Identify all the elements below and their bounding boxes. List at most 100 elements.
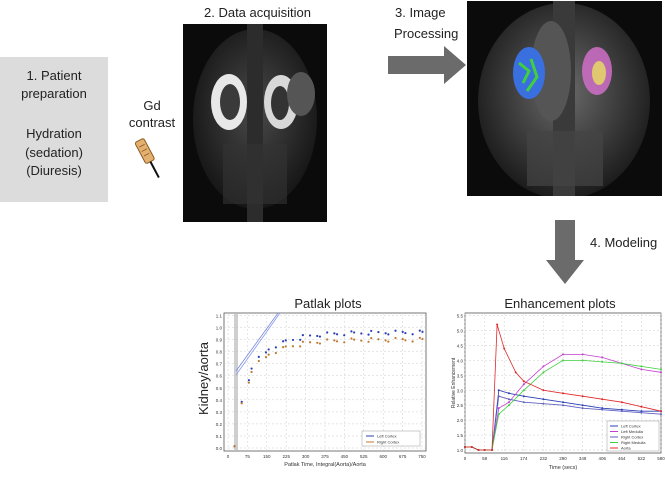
enh-legend-entry: Aorta <box>621 446 631 451</box>
enh-series-aorta-point <box>522 380 525 383</box>
patlak-point-right-cortex <box>353 338 356 341</box>
enh-series-right-medulla-point <box>640 365 643 368</box>
patlak-xtick-label: 525 <box>360 454 368 459</box>
enh-series-right-cortex-point <box>497 395 500 398</box>
patlak-point-right-cortex <box>257 359 260 363</box>
enh-series-right-medulla-point <box>581 359 584 362</box>
patlak-point-right-cortex <box>233 445 236 448</box>
enh-series-right-cortex-point <box>507 398 510 401</box>
patlak-point-right-cortex <box>367 340 370 343</box>
enh-series-left-cortex-point <box>507 392 510 395</box>
patlak-xtick-label: 600 <box>379 454 387 459</box>
patlak-title: Patlak plots <box>294 296 362 311</box>
enh-series-aorta-point <box>562 392 564 395</box>
mri-acquisition-image <box>183 24 327 222</box>
enh-series-right-medulla-point <box>542 371 545 374</box>
patlak-point-right-cortex <box>274 351 277 355</box>
enh-ytick-label: 2.0 <box>457 418 464 423</box>
patlak-point-left-cortex <box>404 331 407 335</box>
enh-series-right-medulla-point <box>497 413 500 416</box>
patlak-point-right-cortex <box>401 338 404 341</box>
patient-preparation-box: 1. Patient preparation Hydration (sedati… <box>0 57 108 202</box>
patlak-ytick-label: 0.3 <box>216 410 223 415</box>
modeling-label: 4. Modeling <box>590 235 658 250</box>
patlak-xtick-label: 150 <box>263 454 271 459</box>
patlak-point-left-cortex <box>370 329 373 333</box>
patlak-point-right-cortex <box>326 338 329 341</box>
patlak-point-right-cortex <box>318 342 322 345</box>
enh-ytick-label: 4.5 <box>457 343 464 348</box>
enh-series-aorta-line <box>465 324 662 451</box>
enh-ytick-label: 5.0 <box>457 329 464 334</box>
enh-xtick-label: 522 <box>638 456 646 461</box>
enh-series-aorta-point <box>464 446 466 449</box>
enh-xlabel: Time (secs) <box>549 465 578 471</box>
patlak-point-left-cortex <box>299 338 302 341</box>
patlak-point-right-cortex <box>377 338 380 341</box>
enh-series-left-cortex-point <box>562 401 564 404</box>
patlak-xtick-label: 75 <box>245 454 251 459</box>
enh-series-aorta-point <box>581 395 584 398</box>
patlak-point-left-cortex <box>247 379 250 382</box>
patlak-point-right-cortex <box>333 339 336 342</box>
patlak-point-right-cortex <box>291 345 295 348</box>
patlak-point-left-cortex <box>377 330 380 334</box>
enh-series-right-medulla-point <box>522 389 525 392</box>
enh-series-left-medulla-point <box>581 353 584 356</box>
enh-series-left-medulla-point <box>507 401 510 404</box>
patlak-point-left-cortex <box>411 333 414 336</box>
enh-series-right-cortex-point <box>562 404 564 407</box>
enh-series-right-medulla-point <box>507 404 510 407</box>
enh-series-right-medulla-point <box>620 362 623 365</box>
patlak-point-right-cortex <box>335 340 339 343</box>
patlak-point-right-cortex <box>418 336 421 339</box>
patlak-ytick-label: 1.0 <box>216 326 223 331</box>
enh-ylabel: Relative Enhancement <box>451 357 457 408</box>
patlak-point-left-cortex <box>257 355 260 358</box>
patlak-point-left-cortex <box>343 334 346 337</box>
patlak-point-left-cortex <box>335 333 339 336</box>
enh-series-left-cortex-point <box>522 395 525 398</box>
enh-series-right-medulla-point <box>601 360 604 363</box>
enh-legend-entry: Left Cortex <box>621 424 641 429</box>
patlak-point-right-cortex <box>350 337 353 340</box>
enh-xtick-label: 174 <box>520 456 528 461</box>
enh-series-left-cortex-point <box>542 398 545 401</box>
enh-series-right-cortex-point <box>581 407 584 410</box>
patlak-xtick-label: 450 <box>341 454 349 459</box>
patlak-point-right-cortex <box>264 356 268 359</box>
enh-series-aorta-point <box>640 405 643 408</box>
patlak-point-left-cortex <box>394 329 397 332</box>
enh-ytick-label: 3.5 <box>457 373 464 378</box>
patlak-point-left-cortex <box>316 334 319 338</box>
patlak-ytick-label: 0.9 <box>216 338 223 343</box>
enh-series-aorta-point <box>496 323 499 326</box>
patlak-point-left-cortex <box>353 331 356 334</box>
patlak-point-left-cortex <box>250 367 253 370</box>
patlak-legend-box <box>361 430 421 447</box>
enh-ytick-label: 3.0 <box>457 388 464 393</box>
patlak-xtick-label: 750 <box>418 454 426 459</box>
patlak-point-left-cortex <box>301 334 304 337</box>
patlak-point-right-cortex <box>267 353 270 356</box>
processing-label-line2: Processing <box>394 26 459 41</box>
patlak-xtick-label: 675 <box>399 454 407 459</box>
prep-hydration: Hydration <box>26 126 82 141</box>
patlak-point-right-cortex <box>284 345 287 348</box>
patlak-point-right-cortex <box>394 336 397 340</box>
enh-series-left-cortex-point <box>601 407 604 410</box>
patlak-early-band <box>234 313 238 451</box>
enh-series-left-cortex-point <box>497 389 500 392</box>
patlak-legend-entry: Left Cortex <box>377 434 397 439</box>
patlak-point-left-cortex <box>274 346 277 349</box>
patlak-point-right-cortex <box>308 341 312 344</box>
enh-xtick-label: 290 <box>559 456 567 461</box>
enhancement-title: Enhancement plots <box>504 296 616 311</box>
enh-series-right-medulla-point <box>562 359 564 362</box>
patlak-point-left-cortex <box>281 340 285 343</box>
prep-step-title: preparation <box>21 86 87 101</box>
patlak-point-left-cortex <box>284 339 287 342</box>
patlak-xtick-label: 0 <box>227 454 230 459</box>
patlak-point-left-cortex <box>418 329 421 332</box>
prep-diuresis: (Diuresis) <box>26 163 82 178</box>
